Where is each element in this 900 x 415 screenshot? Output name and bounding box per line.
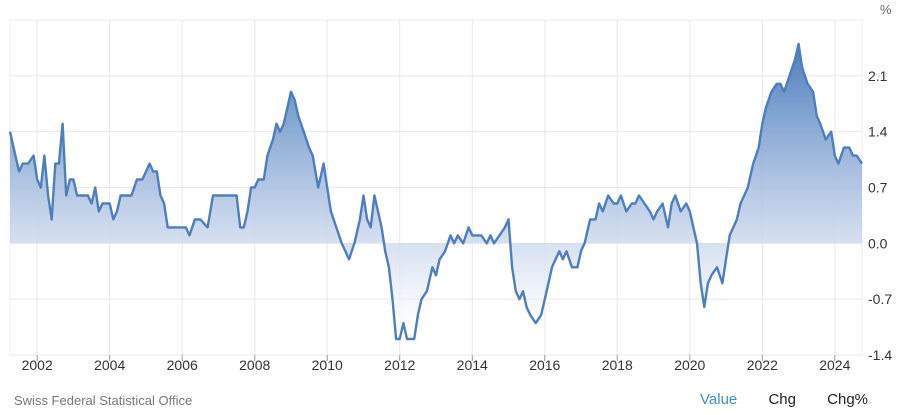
tab-chg[interactable]: Chg (768, 391, 796, 408)
y-tick-label: 0.7 (868, 180, 888, 196)
series-line (8, 42, 863, 341)
y-unit-label: % (880, 2, 892, 17)
x-axis: 2002 2004 2006 2008 2010 2012 2014 2016 2018 2020… (22, 355, 851, 373)
area-fill (10, 43, 862, 340)
tab-chg-percent[interactable]: Chg% (827, 391, 868, 408)
y-tick-label: -0.7 (868, 291, 892, 307)
x-tick-label: 2020 (674, 357, 705, 373)
y-tick-label: 2.1 (868, 68, 888, 84)
x-tick-label: 2012 (384, 357, 415, 373)
series-line-layer (8, 42, 863, 341)
x-tick-label: 2002 (22, 357, 53, 373)
area-fill-layer (10, 43, 862, 340)
inflation-chart: 2.1 1.4 0.7 0.0 -0.7 -1.4 2002 2004 2006 2008 201… (8, 2, 892, 373)
source-label: Swiss Federal Statistical Office (14, 393, 193, 408)
tab-value[interactable]: Value (700, 391, 738, 408)
x-tick-label: 2010 (312, 357, 343, 373)
x-tick-label: 2008 (239, 357, 270, 373)
x-tick-label: 2004 (94, 357, 125, 373)
y-tick-label: 0.0 (868, 235, 888, 251)
x-tick-label: 2018 (602, 357, 633, 373)
x-tick-label: 2022 (747, 357, 778, 373)
y-tick-label: -1.4 (868, 347, 892, 363)
y-axis: 2.1 1.4 0.7 0.0 -0.7 -1.4 (868, 68, 892, 363)
x-tick-label: 2024 (819, 357, 850, 373)
x-tick-label: 2016 (529, 357, 560, 373)
x-tick-label: 2014 (457, 357, 488, 373)
y-tick-label: 1.4 (868, 124, 888, 140)
view-tabs: Value Chg Chg% (673, 391, 868, 408)
x-tick-label: 2006 (167, 357, 198, 373)
